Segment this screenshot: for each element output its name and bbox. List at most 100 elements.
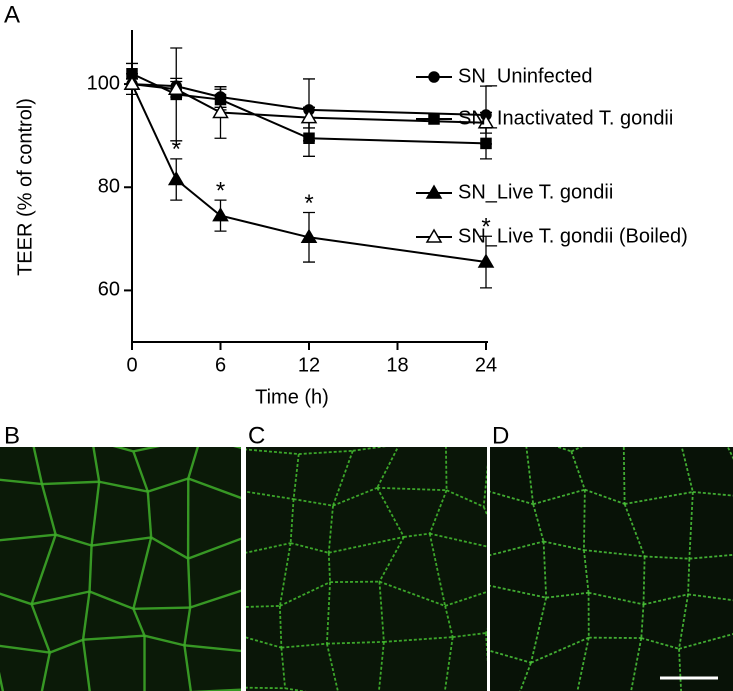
cell-border	[326, 582, 331, 644]
cell-border	[399, 426, 445, 444]
legend-label: SN_Live T. gondii (Boiled)	[458, 225, 688, 247]
cell-border	[446, 489, 485, 508]
cell-border	[630, 637, 643, 691]
cell-border	[623, 503, 646, 557]
cell-border	[30, 432, 92, 440]
cell-border	[133, 606, 191, 610]
panel-label: D	[492, 422, 509, 449]
cell-border	[555, 447, 572, 453]
point	[428, 113, 440, 125]
cell-border	[379, 580, 446, 607]
cell-border	[376, 447, 400, 489]
cell-border	[583, 549, 590, 593]
cell-border	[233, 447, 241, 450]
cell-border	[530, 597, 548, 663]
cell-border	[444, 590, 487, 607]
cell-border	[187, 447, 200, 479]
cell-border	[133, 447, 161, 453]
x-tick-label: 18	[386, 354, 408, 376]
cell-border	[588, 591, 644, 606]
cell-border	[246, 542, 291, 554]
cell-border	[88, 545, 93, 592]
cell-border	[55, 533, 92, 547]
cell-border	[678, 633, 733, 650]
x-tick-label: 24	[475, 354, 497, 376]
cell-border	[183, 645, 192, 691]
x-tick-label: 6	[215, 354, 226, 376]
cell-border	[376, 487, 405, 538]
cell-border	[446, 426, 491, 436]
cell-border	[482, 506, 487, 517]
cell-border	[246, 490, 294, 501]
x-tick-label: 12	[298, 354, 320, 376]
cell-border	[640, 604, 645, 639]
cell-border	[32, 447, 44, 485]
cell-border	[132, 537, 153, 610]
point	[480, 137, 492, 150]
cell-border	[246, 605, 280, 608]
cell-border	[189, 589, 241, 609]
point	[428, 71, 440, 83]
cell-border	[144, 634, 185, 647]
cell-border	[98, 480, 149, 493]
cell-border	[678, 594, 689, 649]
cell-layer	[490, 427, 733, 691]
legend-label: SN_Live T. gondii	[458, 181, 613, 203]
cell-border	[679, 434, 726, 443]
cell-border	[452, 632, 487, 638]
cell-border	[289, 499, 295, 544]
cell-border	[91, 536, 152, 547]
cell-border	[519, 662, 532, 691]
y-tick-label: 80	[98, 176, 120, 198]
point	[425, 228, 443, 243]
cell-border	[490, 584, 547, 599]
cell-border	[290, 542, 329, 554]
cell-border	[92, 447, 101, 482]
cell-border	[443, 636, 454, 691]
cell-border	[0, 592, 32, 606]
cell-border	[30, 534, 57, 605]
cell-border	[326, 643, 339, 691]
cell-border	[81, 591, 91, 640]
cell-border	[0, 644, 50, 654]
cell-border	[445, 447, 448, 491]
cell-border	[280, 647, 286, 689]
cell-border	[186, 558, 192, 608]
cell-border	[678, 648, 683, 691]
x-tick-label: 0	[126, 354, 137, 376]
cell-border	[327, 505, 334, 553]
cell-border	[328, 536, 405, 554]
cell-border	[0, 478, 43, 486]
cell-border	[0, 533, 56, 542]
y-tick-label: 60	[98, 279, 120, 301]
cell-border	[31, 590, 90, 606]
cell-border	[687, 593, 733, 602]
cell-border	[332, 486, 378, 507]
y-tick-label: 100	[87, 72, 120, 94]
cell-border	[132, 608, 146, 637]
significance-mark: *	[304, 190, 313, 217]
cell-border	[530, 636, 590, 664]
cell-border	[49, 638, 84, 654]
cell-border	[623, 427, 678, 434]
cell-border	[584, 488, 625, 505]
cell-border	[298, 449, 353, 455]
cell-border	[403, 532, 430, 538]
cell-border	[41, 480, 100, 486]
panel-label: C	[248, 422, 265, 449]
cell-border	[641, 637, 680, 650]
point	[212, 103, 229, 119]
cell-border	[583, 549, 645, 558]
significance-mark: *	[481, 214, 490, 241]
legend-label: SN_Inactivated T. gondii	[458, 107, 673, 129]
cell-border	[428, 533, 446, 607]
cell-border	[490, 540, 544, 557]
micrograph	[490, 447, 733, 691]
cell-border	[187, 477, 241, 500]
cell-border	[40, 483, 57, 535]
cell-border	[150, 536, 189, 560]
cell-border	[89, 590, 134, 610]
cell-border	[490, 649, 532, 664]
cell-border	[525, 447, 535, 505]
